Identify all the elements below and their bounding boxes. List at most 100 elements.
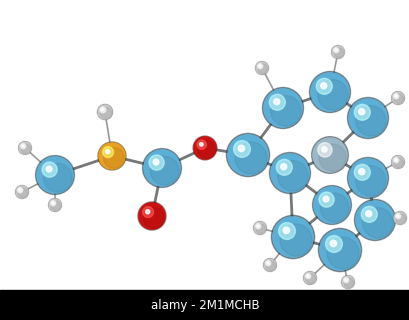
- Circle shape: [16, 186, 28, 198]
- Circle shape: [48, 198, 61, 212]
- Circle shape: [263, 89, 301, 127]
- Circle shape: [320, 83, 326, 89]
- Circle shape: [263, 259, 275, 271]
- Circle shape: [153, 159, 159, 165]
- Circle shape: [265, 261, 270, 266]
- Circle shape: [258, 64, 267, 74]
- Circle shape: [262, 87, 303, 129]
- Circle shape: [98, 142, 126, 170]
- Circle shape: [334, 49, 336, 51]
- Circle shape: [318, 192, 333, 207]
- Circle shape: [393, 94, 403, 104]
- Circle shape: [331, 45, 344, 59]
- Circle shape: [393, 158, 403, 168]
- Circle shape: [51, 201, 56, 206]
- Circle shape: [226, 133, 269, 177]
- Circle shape: [283, 227, 289, 234]
- Circle shape: [103, 148, 124, 168]
- Circle shape: [52, 202, 54, 204]
- Circle shape: [271, 215, 314, 259]
- Circle shape: [142, 148, 181, 188]
- Circle shape: [311, 137, 348, 173]
- Circle shape: [391, 92, 404, 104]
- Circle shape: [145, 210, 149, 214]
- Circle shape: [326, 237, 358, 269]
- Circle shape: [354, 199, 395, 241]
- Circle shape: [305, 274, 310, 279]
- Circle shape: [329, 240, 336, 247]
- Circle shape: [318, 144, 345, 171]
- Circle shape: [255, 224, 260, 229]
- Circle shape: [19, 142, 31, 154]
- Circle shape: [99, 143, 125, 169]
- Circle shape: [310, 73, 348, 111]
- Circle shape: [278, 223, 294, 239]
- Circle shape: [36, 156, 74, 195]
- Circle shape: [348, 99, 386, 137]
- Circle shape: [149, 155, 164, 170]
- Circle shape: [233, 140, 250, 157]
- Circle shape: [256, 225, 258, 227]
- Circle shape: [272, 217, 312, 257]
- Circle shape: [43, 163, 72, 192]
- Circle shape: [97, 104, 112, 120]
- Circle shape: [319, 193, 348, 222]
- Text: alamy - 2M1MCHB: alamy - 2M1MCHB: [151, 299, 258, 311]
- Circle shape: [270, 154, 308, 192]
- Circle shape: [391, 92, 403, 104]
- Circle shape: [303, 271, 316, 284]
- Circle shape: [331, 46, 343, 58]
- Circle shape: [257, 64, 262, 69]
- Circle shape: [312, 186, 351, 224]
- Circle shape: [355, 166, 385, 196]
- Circle shape: [256, 224, 265, 234]
- Circle shape: [306, 274, 315, 284]
- Circle shape: [318, 228, 361, 272]
- Circle shape: [306, 275, 308, 277]
- Circle shape: [266, 262, 268, 264]
- Circle shape: [18, 188, 28, 198]
- Circle shape: [325, 236, 342, 252]
- Circle shape: [193, 137, 216, 159]
- Circle shape: [317, 143, 331, 157]
- Circle shape: [273, 99, 279, 105]
- Circle shape: [18, 188, 22, 193]
- Circle shape: [258, 65, 261, 67]
- Circle shape: [279, 224, 311, 256]
- Circle shape: [355, 201, 393, 239]
- Circle shape: [270, 96, 300, 126]
- Circle shape: [49, 199, 61, 211]
- Circle shape: [265, 261, 275, 271]
- Circle shape: [317, 80, 347, 110]
- Circle shape: [253, 221, 266, 235]
- Circle shape: [358, 109, 364, 115]
- Circle shape: [18, 141, 31, 155]
- Circle shape: [137, 202, 166, 230]
- Circle shape: [343, 278, 348, 283]
- Circle shape: [19, 189, 21, 191]
- Circle shape: [365, 211, 371, 217]
- Circle shape: [143, 208, 164, 228]
- Circle shape: [102, 147, 113, 157]
- Circle shape: [396, 215, 398, 217]
- Circle shape: [255, 62, 267, 74]
- Circle shape: [343, 278, 353, 288]
- Circle shape: [280, 164, 286, 170]
- Circle shape: [37, 157, 73, 193]
- Circle shape: [139, 203, 164, 229]
- Circle shape: [277, 161, 307, 191]
- Circle shape: [347, 157, 388, 198]
- Circle shape: [144, 150, 180, 186]
- Circle shape: [199, 143, 202, 146]
- Circle shape: [227, 135, 267, 175]
- Circle shape: [362, 208, 392, 238]
- Circle shape: [395, 214, 405, 224]
- Circle shape: [393, 212, 405, 224]
- Circle shape: [319, 230, 359, 270]
- Circle shape: [360, 206, 376, 222]
- Circle shape: [393, 212, 405, 225]
- Circle shape: [358, 169, 364, 175]
- Circle shape: [395, 214, 400, 219]
- Circle shape: [312, 138, 346, 172]
- Circle shape: [100, 107, 106, 113]
